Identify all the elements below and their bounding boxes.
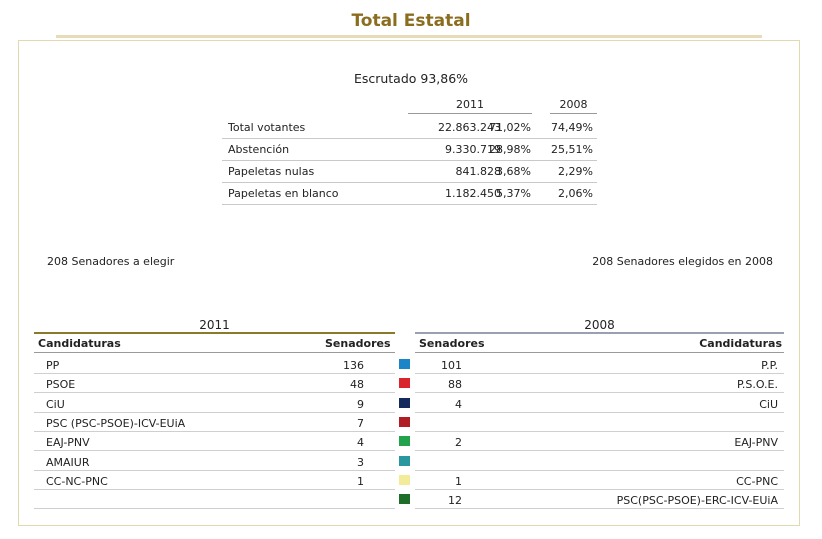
row-divider-left bbox=[34, 469, 395, 471]
seats-to-elect-note: 208 Senadores a elegir bbox=[47, 255, 175, 268]
row-divider-right bbox=[415, 450, 784, 452]
row-divider-right bbox=[415, 392, 784, 394]
party-color-swatch bbox=[399, 416, 410, 427]
row-divider-right bbox=[415, 411, 784, 413]
summary-votes: 1.182.450 bbox=[445, 187, 501, 200]
party-name-2011: CiU bbox=[46, 397, 65, 411]
row-divider-right bbox=[415, 488, 784, 490]
table-row: CC-NC-PNC 1 1 CC-PNC bbox=[34, 471, 784, 490]
party-color-swatch bbox=[399, 436, 410, 447]
row-divider-right bbox=[415, 508, 784, 510]
row-divider-left bbox=[34, 488, 395, 490]
row-divider-right bbox=[415, 373, 784, 374]
row-divider-right bbox=[415, 430, 784, 432]
summary-prev: 2,29% bbox=[558, 165, 593, 178]
table-row: AMAIUR 3 bbox=[34, 452, 784, 471]
summary-pct: 71,02% bbox=[489, 121, 531, 134]
summary-pct: 3,68% bbox=[496, 165, 531, 178]
seats-2011: 7 bbox=[357, 416, 364, 430]
party-name-2008: P.S.O.E. bbox=[736, 378, 778, 392]
party-color-swatch bbox=[399, 359, 410, 369]
party-name-2008: CC-PNC bbox=[736, 474, 778, 488]
summary-votes: 9.330.719 bbox=[445, 143, 501, 156]
summary-label: Abstención bbox=[228, 143, 290, 156]
party-color-swatch bbox=[399, 474, 410, 485]
seats-2008: 12 bbox=[448, 494, 462, 508]
table-row: PSC (PSC-PSOE)-ICV-EUiA 7 bbox=[34, 413, 784, 432]
seats-2008: 4 bbox=[455, 397, 462, 411]
seats-2008: 101 bbox=[441, 359, 462, 372]
party-color-swatch bbox=[399, 494, 410, 505]
summary-row: Papeletas en blanco 1.182.450 5,37% 2,06% bbox=[222, 182, 597, 205]
title-underline bbox=[56, 35, 762, 38]
row-divider-left bbox=[34, 373, 395, 374]
seats-2011: 9 bbox=[357, 397, 364, 411]
summary-prev: 74,49% bbox=[551, 121, 593, 134]
summary-pct: 5,37% bbox=[496, 187, 531, 200]
col-candidaturas-2011: Candidaturas bbox=[38, 337, 121, 350]
party-name-2011: AMAIUR bbox=[46, 455, 90, 469]
seats-elected-2008-note: 208 Senadores elegidos en 2008 bbox=[592, 255, 773, 268]
summary-pct: 28,98% bbox=[489, 143, 531, 156]
table-row: EAJ-PNV 4 2 EAJ-PNV bbox=[34, 432, 784, 452]
content-frame bbox=[18, 40, 800, 526]
col-candidaturas-2008: Candidaturas bbox=[699, 337, 782, 350]
row-divider-left bbox=[34, 411, 395, 413]
summary-header-2011: 2011 bbox=[408, 98, 532, 114]
party-color-swatch bbox=[399, 397, 410, 408]
results-year-2008: 2008 bbox=[584, 318, 615, 332]
seats-2011: 4 bbox=[357, 436, 364, 450]
summary-prev: 25,51% bbox=[551, 143, 593, 156]
row-divider-left bbox=[34, 450, 395, 452]
summary-label: Papeletas nulas bbox=[228, 165, 315, 178]
summary-row: Abstención 9.330.719 28,98% 25,51% bbox=[222, 138, 597, 161]
seats-2011: 3 bbox=[357, 455, 364, 469]
seats-2008: 2 bbox=[455, 436, 462, 450]
seats-2011: 136 bbox=[343, 359, 364, 372]
party-name-2011: PSC (PSC-PSOE)-ICV-EUiA bbox=[46, 416, 186, 430]
table-row: PSOE 48 88 P.S.O.E. bbox=[34, 374, 784, 394]
party-name-2008: EAJ-PNV bbox=[734, 436, 778, 450]
year-rule-2008 bbox=[415, 332, 784, 334]
header-line-2008 bbox=[415, 352, 784, 353]
summary-header-2008: 2008 bbox=[550, 98, 597, 114]
table-row: PP 136 101 P.P. bbox=[34, 355, 784, 374]
seats-2008: 88 bbox=[448, 378, 462, 392]
page-title: Total Estatal bbox=[351, 11, 471, 31]
party-name-2008: P.P. bbox=[761, 359, 778, 372]
row-divider-left bbox=[34, 430, 395, 432]
party-name-2008: PSC(PSC-PSOE)-ERC-ICV-EUiA bbox=[616, 494, 778, 508]
seats-2011: 48 bbox=[350, 378, 364, 392]
party-name-2011: EAJ-PNV bbox=[46, 436, 90, 450]
row-divider-left bbox=[34, 392, 395, 394]
year-rule-2011 bbox=[34, 332, 395, 334]
party-color-swatch bbox=[399, 378, 410, 389]
party-color-swatch bbox=[399, 455, 410, 466]
summary-row: Total votantes 22.863.243 71,02% 74,49% bbox=[222, 116, 597, 139]
seats-2011: 1 bbox=[357, 474, 364, 488]
row-divider-left bbox=[34, 508, 395, 510]
escrutado-label: Escrutado 93,86% bbox=[353, 71, 469, 86]
party-name-2011: CC-NC-PNC bbox=[46, 474, 108, 488]
party-name-2008: CiU bbox=[759, 397, 778, 411]
summary-row: Papeletas nulas 841.828 3,68% 2,29% bbox=[222, 160, 597, 183]
table-row: CiU 9 4 CiU bbox=[34, 394, 784, 413]
party-name-2011: PP bbox=[46, 359, 60, 372]
results-year-2011: 2011 bbox=[199, 318, 230, 332]
summary-votes: 841.828 bbox=[455, 165, 502, 178]
summary-prev: 2,06% bbox=[558, 187, 593, 200]
summary-label: Papeletas en blanco bbox=[228, 187, 339, 200]
col-senadores-2008: Senadores bbox=[419, 337, 485, 350]
party-name-2011: PSOE bbox=[46, 378, 76, 392]
col-senadores-2011: Senadores bbox=[325, 337, 391, 350]
header-line-2011 bbox=[34, 352, 395, 353]
summary-votes: 22.863.243 bbox=[438, 121, 501, 134]
summary-label: Total votantes bbox=[228, 121, 306, 134]
table-row: 12 PSC(PSC-PSOE)-ERC-ICV-EUiA bbox=[34, 490, 784, 510]
row-divider-right bbox=[415, 469, 784, 471]
seats-2008: 1 bbox=[455, 474, 462, 488]
